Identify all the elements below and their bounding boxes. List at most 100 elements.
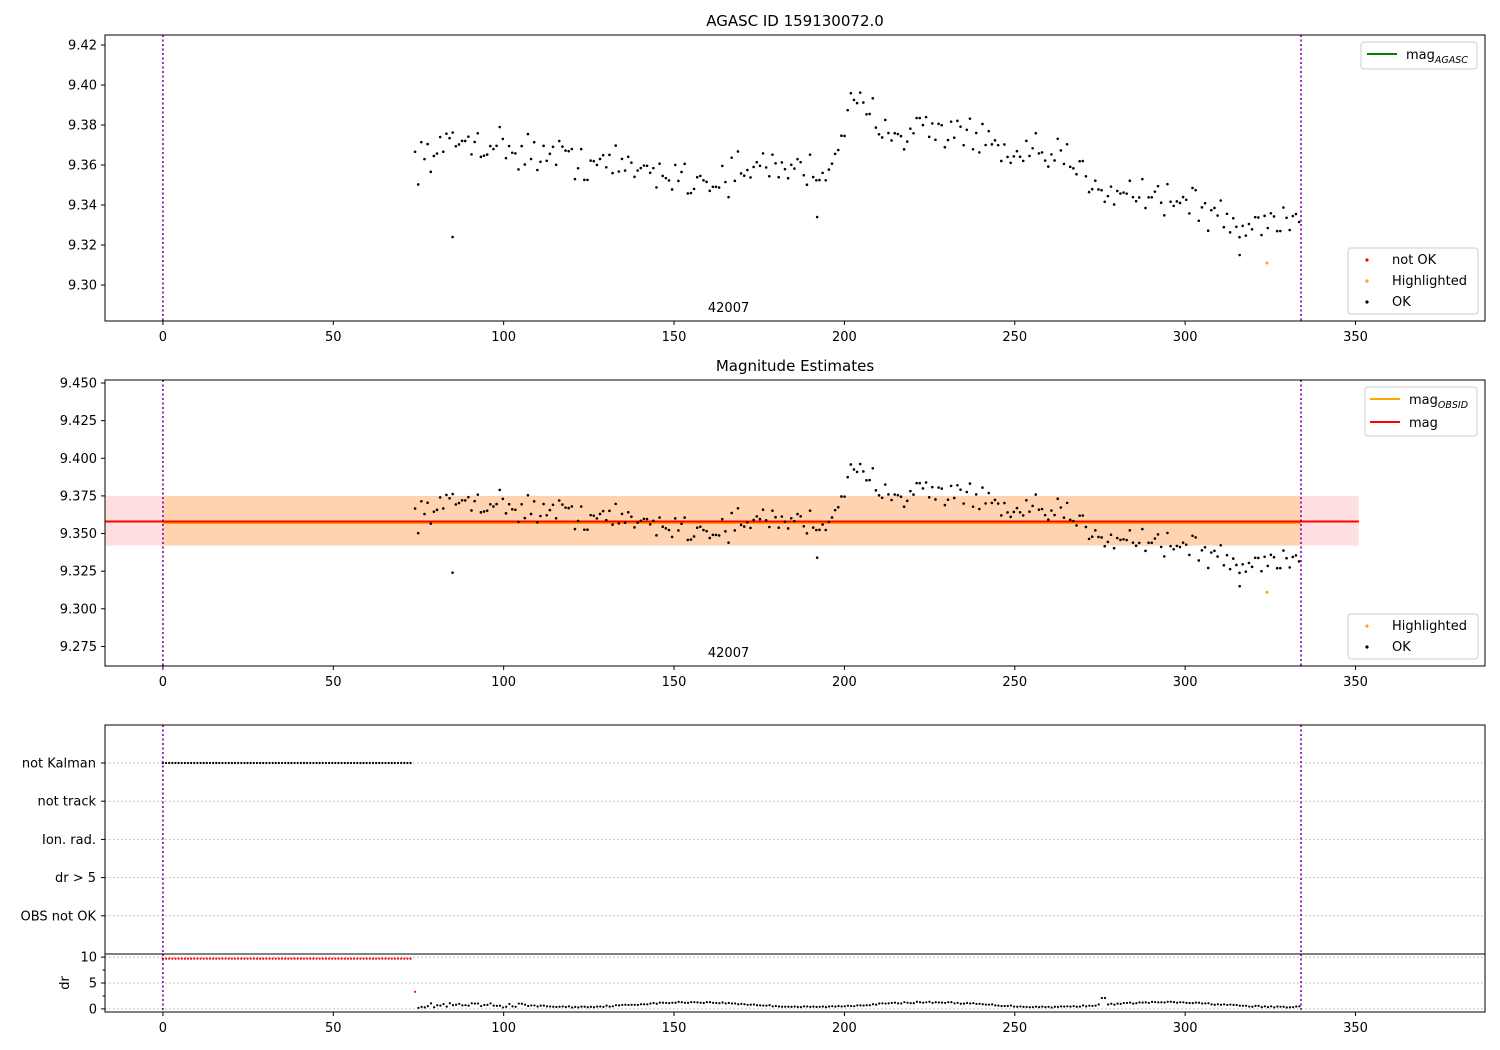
dr-ok-point (1100, 996, 1103, 1000)
dr-ok-point (815, 1005, 818, 1009)
ok-point (573, 527, 577, 531)
dr-ok-point (1028, 1006, 1031, 1009)
ok-point (416, 183, 420, 186)
not-kalman-point (337, 761, 340, 765)
dr-not-ok-point (224, 957, 227, 960)
not-kalman-point (243, 761, 246, 765)
ok-point (557, 499, 561, 502)
not-kalman-point (374, 761, 378, 765)
ok-point (783, 520, 787, 523)
not-kalman-point (280, 761, 284, 765)
ok-point (1172, 204, 1175, 208)
ok-point (473, 140, 476, 144)
flag-label: Ion. rad. (42, 833, 96, 848)
ok-point (529, 157, 533, 161)
ok-point (1269, 553, 1273, 557)
dr-ok-point (461, 1004, 464, 1007)
ok-point (987, 129, 991, 133)
dr-ok-point (956, 1001, 959, 1004)
ok-point (1021, 159, 1025, 163)
dr-ok-point (987, 1003, 991, 1006)
ok-point (918, 481, 922, 485)
dr-ok-point (1122, 1001, 1125, 1005)
x-tick-label: 50 (325, 675, 342, 690)
ok-legend-label-2: OK (1392, 640, 1411, 655)
dr-ok-point (633, 1003, 636, 1006)
ok-point (614, 502, 618, 506)
ok-point (420, 500, 423, 503)
dr-ok-point (802, 1005, 806, 1008)
dr-ok-point (596, 1005, 599, 1008)
agasc-line-legend: magAGASC (1360, 41, 1478, 70)
ok-point (1015, 149, 1019, 153)
ok-point (1253, 556, 1257, 560)
dr-not-ok-point (299, 957, 302, 960)
dr-not-ok-point (378, 957, 381, 960)
ok-point (460, 139, 464, 143)
ok-point (536, 520, 539, 524)
dr-not-ok-point (265, 957, 268, 960)
not-kalman-point (343, 761, 346, 765)
highlighted-legend-label-2: Highlighted (1392, 619, 1467, 634)
ok-point (824, 179, 828, 182)
ok-point (896, 132, 900, 136)
ok-point (1257, 556, 1260, 560)
flags-panel: not Kalman not track Ion. rad. dr > 5 OBS no… (21, 724, 1486, 955)
dr-ok-point (903, 1001, 906, 1004)
dr-ok-point (953, 1002, 956, 1005)
ok-point (1178, 201, 1182, 205)
dr-not-ok-point (346, 957, 349, 960)
ok-point (1090, 535, 1094, 538)
ok-point (507, 144, 511, 148)
not-kalman-point (340, 761, 343, 765)
ok-point (564, 149, 567, 152)
ok-point (755, 515, 759, 518)
not-kalman-point (312, 761, 315, 765)
dr-ok-point (752, 1003, 756, 1006)
ok-point (699, 174, 702, 178)
not-kalman-point (334, 761, 337, 765)
ok-point (924, 115, 928, 119)
estimates-point-legend-box (1347, 613, 1479, 660)
dr-ok-point (806, 1005, 809, 1008)
dr-ok-point (1251, 1005, 1254, 1008)
ok-point (724, 530, 727, 533)
dr-ok-point (502, 1006, 505, 1009)
dr-ok-point (442, 1002, 445, 1006)
ok-point (981, 122, 984, 126)
ok-point (1150, 541, 1154, 545)
y-tick-label: 9.375 (60, 489, 97, 504)
ok-point (432, 154, 436, 158)
ok-point (448, 496, 451, 500)
dr-not-ok-point (259, 957, 262, 960)
ok-point (852, 98, 856, 102)
dr-ok-point (1056, 1005, 1060, 1009)
dr-ok-point (1116, 1002, 1119, 1005)
ok-point (858, 91, 862, 94)
ok-point (974, 131, 978, 135)
dr-not-ok-point (227, 957, 230, 960)
ok-point (999, 514, 1003, 517)
flag-label: not Kalman (22, 757, 96, 772)
dr-not-ok-point (365, 957, 368, 960)
ok-point (815, 215, 819, 219)
ok-point (573, 177, 577, 181)
ok-point (905, 499, 909, 503)
ok-point (451, 131, 454, 134)
ok-point (996, 502, 1000, 505)
ok-point (1294, 554, 1298, 557)
estimates-points (413, 462, 1301, 594)
dr-ok-point (476, 1002, 480, 1005)
ok-point (771, 509, 774, 512)
dr-ok-point (639, 1003, 643, 1006)
ok-point (877, 494, 881, 497)
ok-point (551, 503, 555, 507)
ok-point (1266, 564, 1270, 568)
dr-ok-point (759, 1004, 762, 1007)
ok-point (507, 502, 511, 506)
ok-point (451, 235, 454, 239)
ok-point (818, 528, 821, 532)
not-kalman-point (168, 761, 171, 765)
dr-ok-point (781, 1005, 784, 1008)
ok-point (805, 532, 809, 535)
